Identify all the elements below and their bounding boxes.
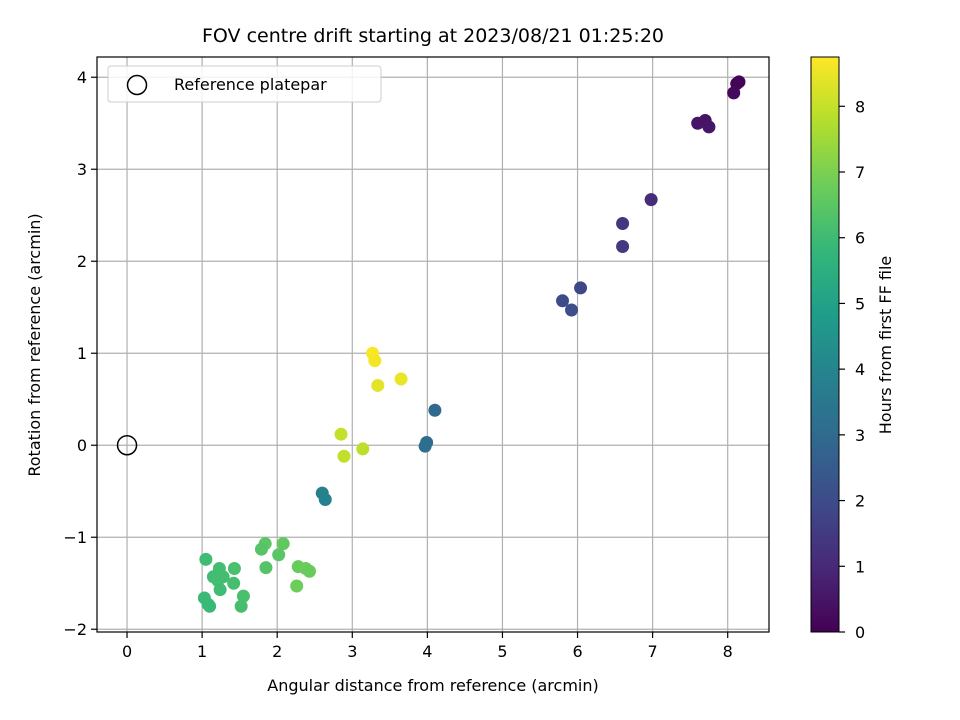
- colorbar-tick-label: 7: [855, 163, 865, 182]
- legend-box: [107, 65, 382, 103]
- data-point: [337, 449, 351, 463]
- data-point: [428, 403, 442, 417]
- data-point: [574, 281, 588, 295]
- data-point: [418, 439, 432, 453]
- data-point: [318, 493, 332, 507]
- data-point: [371, 378, 385, 392]
- data-point: [727, 86, 741, 100]
- chart-title: FOV centre drift starting at 2023/08/21 …: [202, 25, 664, 47]
- y-axis-label: Rotation from reference (arcmin): [25, 213, 44, 476]
- data-point: [234, 599, 248, 613]
- data-point: [368, 354, 382, 368]
- data-point: [272, 548, 286, 562]
- data-point: [302, 564, 316, 578]
- data-point: [259, 561, 273, 575]
- x-tick-label: 0: [122, 642, 132, 661]
- x-axis-label: Angular distance from reference (arcmin): [267, 676, 598, 695]
- x-axis-ticks: 0 1 2 3 4 5 6 7 8: [122, 632, 733, 661]
- x-tick-label: 5: [497, 642, 507, 661]
- y-tick-label: 1: [77, 344, 87, 363]
- data-point: [691, 116, 705, 130]
- data-point: [334, 427, 348, 441]
- plot-area: [96, 56, 770, 633]
- data-point: [565, 303, 579, 317]
- colorbar-tick-label: 3: [855, 426, 865, 445]
- colorbar-ticks: 0 1 2 3 4 5 6 7 8: [839, 97, 865, 642]
- colorbar-tick-label: 4: [855, 360, 865, 379]
- data-point: [276, 537, 290, 551]
- x-tick-label: 7: [648, 642, 658, 661]
- colorbar-gradient: [810, 56, 840, 633]
- data-point: [254, 542, 268, 556]
- colorbar: 0 1 2 3 4 5 6 7 8 Hours from first FF file: [810, 56, 895, 642]
- data-point: [616, 217, 630, 231]
- plot-frame: [96, 56, 770, 633]
- data-point: [616, 240, 630, 254]
- colorbar-tick-label: 1: [855, 557, 865, 576]
- colorbar-tick-label: 2: [855, 492, 865, 511]
- colorbar-tick-label: 0: [855, 623, 865, 642]
- data-point: [199, 552, 213, 566]
- data-points: [197, 75, 746, 613]
- data-point: [290, 579, 304, 593]
- data-point: [394, 372, 408, 386]
- y-tick-label: 4: [77, 68, 87, 87]
- y-tick-label: 3: [77, 160, 87, 179]
- colorbar-tick-label: 8: [855, 97, 865, 116]
- x-tick-label: 1: [197, 642, 207, 661]
- reference-marker: [116, 434, 138, 456]
- data-point: [227, 562, 241, 576]
- y-tick-label: 2: [77, 252, 87, 271]
- data-point: [213, 583, 227, 597]
- colorbar-label: Hours from first FF file: [876, 256, 895, 435]
- legend: Reference platepar: [107, 65, 382, 103]
- data-point: [356, 442, 370, 456]
- x-tick-label: 3: [347, 642, 357, 661]
- y-tick-label: −1: [63, 528, 87, 547]
- data-point: [203, 599, 217, 613]
- data-point: [644, 193, 658, 207]
- y-tick-label: 0: [77, 436, 87, 455]
- legend-marker-reference: [126, 74, 148, 96]
- y-axis-ticks: −2 −1 0 1 2 3 4: [63, 68, 97, 639]
- data-point: [236, 589, 250, 603]
- colorbar-tick-label: 6: [855, 229, 865, 248]
- data-point: [556, 294, 570, 308]
- x-tick-label: 8: [723, 642, 733, 661]
- reference-marker-group: [116, 434, 138, 456]
- x-tick-label: 6: [572, 642, 582, 661]
- data-point: [227, 576, 241, 590]
- data-point: [702, 120, 716, 134]
- y-tick-label: −2: [63, 620, 87, 639]
- colorbar-tick-label: 5: [855, 294, 865, 313]
- x-tick-label: 4: [422, 642, 432, 661]
- legend-entry-reference: Reference platepar: [174, 75, 327, 94]
- grid-lines: [97, 57, 769, 632]
- x-tick-label: 2: [272, 642, 282, 661]
